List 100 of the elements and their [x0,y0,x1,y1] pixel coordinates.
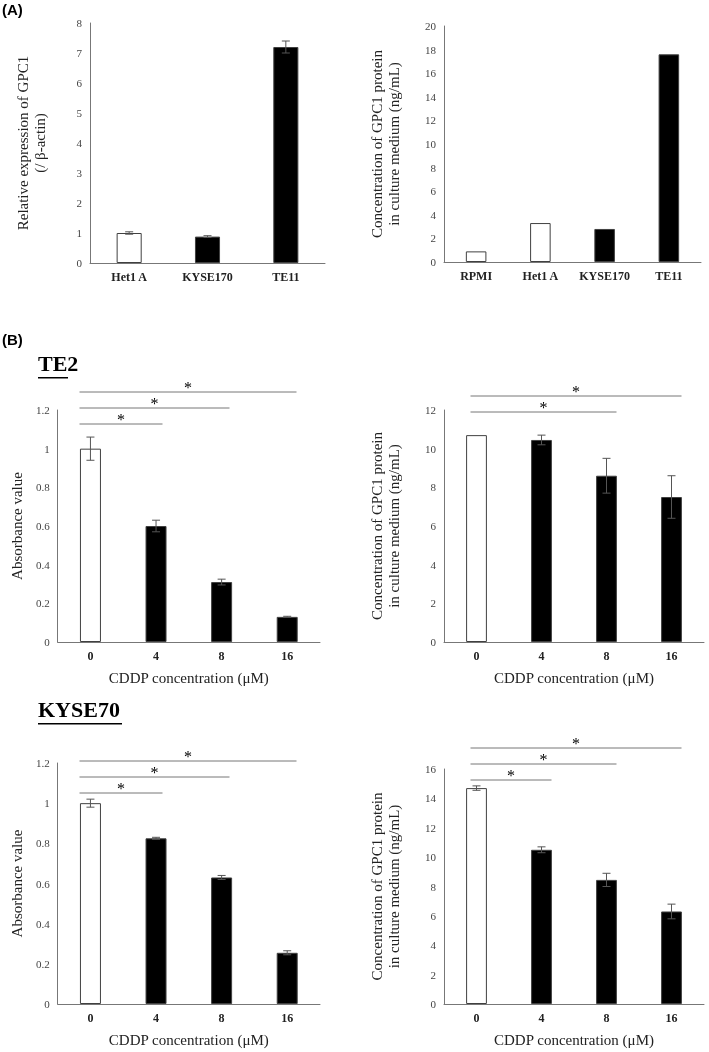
bar [79,803,101,1004]
y-tick-label: 8 [430,161,437,174]
text: * [572,734,580,752]
y-tick-label: 0.2 [35,597,50,610]
bar [145,526,167,642]
x-axis-title: CDDP concentration (μM) [494,1031,654,1049]
y-tick-label: 0.6 [35,877,51,890]
y-tick-label: 8 [76,17,83,29]
annotation: * [539,398,548,416]
annotation: * [150,763,159,781]
y-tick-label: 4 [430,208,437,221]
y-tick-label: 2 [430,597,436,610]
y-tick-label: 5 [76,107,83,119]
x-tick-label: 0 [87,1011,94,1025]
y-tick-label: 12 [425,821,436,834]
x-tick-label: 4 [153,1011,160,1025]
chart-title: TE2 [38,350,79,376]
bar [596,879,617,1004]
y-axis-title: Relative expression of GPC1 (/ β-actin) [14,55,49,231]
x-tick-label: KYSE170 [182,270,233,284]
y-axis-title: Absorbance value [8,471,25,580]
y-tick-label: 1.2 [35,757,50,769]
bar [661,497,682,642]
bar [194,236,221,263]
y-tick-label: 0.2 [35,957,50,970]
bar [276,616,298,642]
bar [466,788,487,1004]
y-tick-label: 20 [425,20,437,32]
y-tick-label: 8 [430,880,437,893]
bar [276,952,298,1004]
text: * [184,378,192,396]
x-tick-label: 16 [281,649,294,663]
x-tick-label: Het1 A [111,270,148,284]
bar [658,54,680,262]
y-tick-label: 14 [425,792,437,805]
annotation: * [117,779,125,797]
y-tick-label: 3 [76,167,83,179]
x-tick-label: 8 [603,649,610,663]
y-tick-label: 7 [76,47,83,59]
x-axis-title: CDDP concentration (μM) [108,1031,269,1049]
y-tick-label: 6 [430,909,437,922]
y-tick-label: 0.4 [35,917,51,930]
y-tick-label: 8 [430,481,437,494]
bar [531,439,552,642]
bar [116,233,142,263]
y-axis-title: Absorbance value [8,829,25,938]
bar [273,47,299,263]
x-tick-label: 0 [473,1011,480,1025]
y-axis-title: Concentration of GPC1 protein in culture medium (ng/mL) [368,49,403,238]
bar [596,475,617,642]
chart-subtitle: (A) [2,1,23,18]
bar [594,228,615,262]
x-tick-label: 4 [538,1011,545,1025]
y-tick-label: 0.6 [35,520,51,532]
y-tick-label: 0 [430,256,437,268]
x-tick-label: 8 [603,1011,610,1025]
x-axis-title: CDDP concentration (μM) [494,669,654,687]
y-tick-label: 6 [76,77,83,89]
x-tick-label: 16 [665,1011,678,1025]
bar [145,838,167,1004]
y-tick-label: 0 [76,257,83,269]
x-tick-label: 4 [538,649,545,663]
y-tick-label: 0.8 [35,837,51,850]
y-tick-label: 0 [430,636,437,648]
text: * [539,750,548,768]
y-tick-label: 2 [430,232,436,245]
x-tick-label: 16 [665,649,678,663]
bar [79,448,101,642]
chart-title: KYSE70 [38,696,120,722]
y-tick-label: 6 [430,520,437,532]
x-tick-label: 8 [218,649,225,663]
y-tick-label: 0.4 [35,558,51,571]
bar [530,223,551,262]
bar [465,251,487,262]
y-tick-label: 10 [425,851,437,864]
y-tick-label: 0 [44,636,51,648]
x-tick-label: 0 [87,649,94,663]
y-tick-label: 2 [76,197,82,209]
y-tick-label: 2 [430,968,436,981]
y-tick-label: 18 [425,43,437,56]
bar [211,877,233,1004]
x-tick-label: RPMI [460,269,493,283]
y-tick-label: 6 [430,185,437,198]
y-tick-label: 4 [430,939,437,952]
x-tick-label: 8 [218,1011,225,1025]
bar [211,582,233,642]
text: * [572,382,580,400]
x-tick-label: KYSE170 [579,269,630,283]
annotation: * [507,766,515,784]
y-tick-label: 4 [76,137,83,149]
y-axis-title: Concentration of GPC1 protein in culture medium (ng/mL) [368,431,403,620]
bar [661,911,682,1004]
annotation: * [184,747,192,765]
y-tick-label: 12 [425,404,436,416]
y-tick-label: 10 [425,442,437,455]
y-tick-label: 0 [430,998,437,1010]
annotation: * [150,394,159,412]
annotation: * [117,410,125,428]
y-tick-label: 16 [425,763,437,775]
x-tick-label: 16 [281,1011,294,1025]
